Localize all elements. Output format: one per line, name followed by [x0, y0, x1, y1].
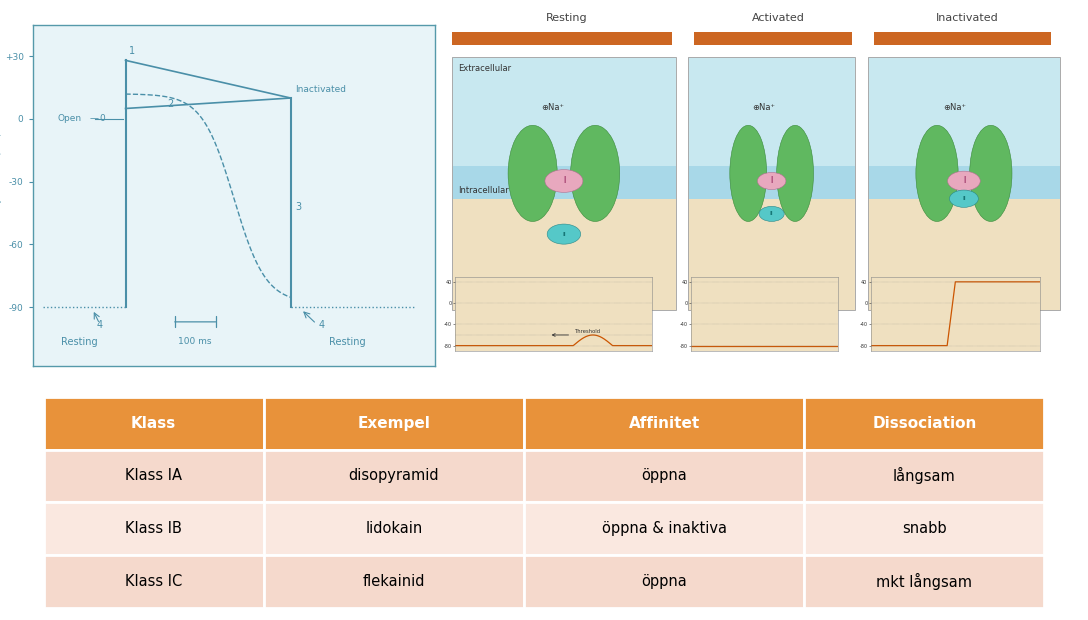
FancyBboxPatch shape: [688, 166, 855, 198]
FancyBboxPatch shape: [453, 32, 672, 45]
Text: Threshold: Threshold: [576, 329, 602, 334]
FancyBboxPatch shape: [688, 57, 855, 179]
Text: öppna: öppna: [641, 574, 687, 589]
Ellipse shape: [730, 125, 767, 221]
Text: långsam: långsam: [893, 467, 955, 484]
FancyBboxPatch shape: [524, 502, 804, 555]
Text: Resting: Resting: [61, 337, 98, 347]
FancyBboxPatch shape: [804, 555, 1044, 608]
Text: Affinitet: Affinitet: [629, 415, 700, 431]
FancyBboxPatch shape: [524, 450, 804, 502]
Text: Resting: Resting: [546, 12, 588, 22]
Text: Klass IB: Klass IB: [125, 521, 182, 536]
Ellipse shape: [916, 125, 959, 221]
Text: ⊕Na⁺: ⊕Na⁺: [541, 103, 565, 112]
Ellipse shape: [777, 125, 814, 221]
Text: lidokain: lidokain: [366, 521, 422, 536]
Circle shape: [759, 206, 784, 221]
Ellipse shape: [508, 125, 557, 221]
Text: Intracellular: Intracellular: [458, 186, 509, 195]
Circle shape: [950, 190, 978, 207]
Text: 100 ms: 100 ms: [178, 337, 212, 345]
Text: Inactivated: Inactivated: [295, 85, 346, 94]
Ellipse shape: [969, 125, 1012, 221]
FancyBboxPatch shape: [44, 397, 263, 450]
Text: öppna: öppna: [641, 468, 687, 484]
Text: flekainid: flekainid: [362, 574, 425, 589]
Ellipse shape: [570, 125, 620, 221]
Text: mkt långsam: mkt långsam: [876, 573, 973, 590]
FancyBboxPatch shape: [804, 397, 1044, 450]
FancyBboxPatch shape: [694, 32, 852, 45]
Text: I: I: [963, 177, 965, 185]
Text: II: II: [770, 211, 774, 216]
FancyBboxPatch shape: [524, 555, 804, 608]
FancyBboxPatch shape: [44, 555, 263, 608]
Text: Resting: Resting: [330, 337, 366, 347]
Text: 4: 4: [319, 320, 324, 330]
Text: 2: 2: [166, 99, 173, 109]
Text: 0: 0: [100, 115, 106, 123]
Text: öppna & inaktiva: öppna & inaktiva: [602, 521, 727, 536]
FancyBboxPatch shape: [453, 179, 676, 310]
FancyBboxPatch shape: [263, 502, 524, 555]
Text: 1: 1: [128, 46, 135, 56]
Text: 3: 3: [295, 202, 301, 212]
FancyBboxPatch shape: [868, 166, 1060, 198]
FancyBboxPatch shape: [868, 179, 1060, 310]
Text: Inactivated: Inactivated: [936, 12, 999, 22]
Text: —: —: [89, 115, 98, 123]
Text: Klass: Klass: [131, 415, 176, 431]
FancyBboxPatch shape: [868, 57, 1060, 179]
Text: Open: Open: [58, 115, 82, 123]
Text: Klass IC: Klass IC: [125, 574, 183, 589]
FancyBboxPatch shape: [524, 397, 804, 450]
Y-axis label: Membrane potential (mV): Membrane potential (mV): [0, 132, 2, 259]
Text: II: II: [962, 196, 966, 202]
Circle shape: [757, 172, 786, 190]
Text: snabb: snabb: [902, 521, 947, 536]
FancyBboxPatch shape: [44, 502, 263, 555]
FancyBboxPatch shape: [804, 502, 1044, 555]
Text: 4: 4: [97, 320, 102, 330]
FancyBboxPatch shape: [44, 450, 263, 502]
Text: Activated: Activated: [752, 12, 804, 22]
Text: I: I: [770, 177, 772, 185]
Text: Recovery: Recovery: [543, 420, 597, 433]
Text: Klass IA: Klass IA: [125, 468, 182, 484]
Circle shape: [545, 170, 583, 192]
FancyBboxPatch shape: [688, 179, 855, 310]
Text: ⊕Na⁺: ⊕Na⁺: [943, 103, 966, 112]
FancyBboxPatch shape: [263, 555, 524, 608]
Circle shape: [547, 224, 581, 244]
FancyBboxPatch shape: [263, 450, 524, 502]
Text: II: II: [562, 232, 566, 237]
FancyBboxPatch shape: [263, 397, 524, 450]
Circle shape: [948, 171, 980, 191]
FancyBboxPatch shape: [453, 57, 676, 179]
FancyBboxPatch shape: [804, 450, 1044, 502]
FancyBboxPatch shape: [874, 32, 1051, 45]
Text: disopyramid: disopyramid: [348, 468, 440, 484]
Text: Extracellular: Extracellular: [458, 64, 511, 74]
Text: ⊕Na⁺: ⊕Na⁺: [752, 103, 775, 112]
Text: Dissociation: Dissociation: [873, 415, 977, 431]
FancyBboxPatch shape: [453, 166, 676, 198]
Text: Exempel: Exempel: [358, 415, 430, 431]
Text: I: I: [562, 177, 565, 185]
